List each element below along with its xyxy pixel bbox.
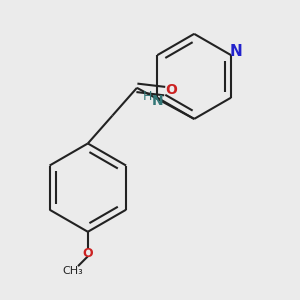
Text: CH₃: CH₃ [63, 266, 83, 276]
Text: H: H [143, 90, 152, 103]
Text: N: N [230, 44, 242, 59]
Text: N: N [152, 94, 163, 108]
Text: O: O [165, 83, 177, 98]
Text: O: O [82, 247, 93, 260]
